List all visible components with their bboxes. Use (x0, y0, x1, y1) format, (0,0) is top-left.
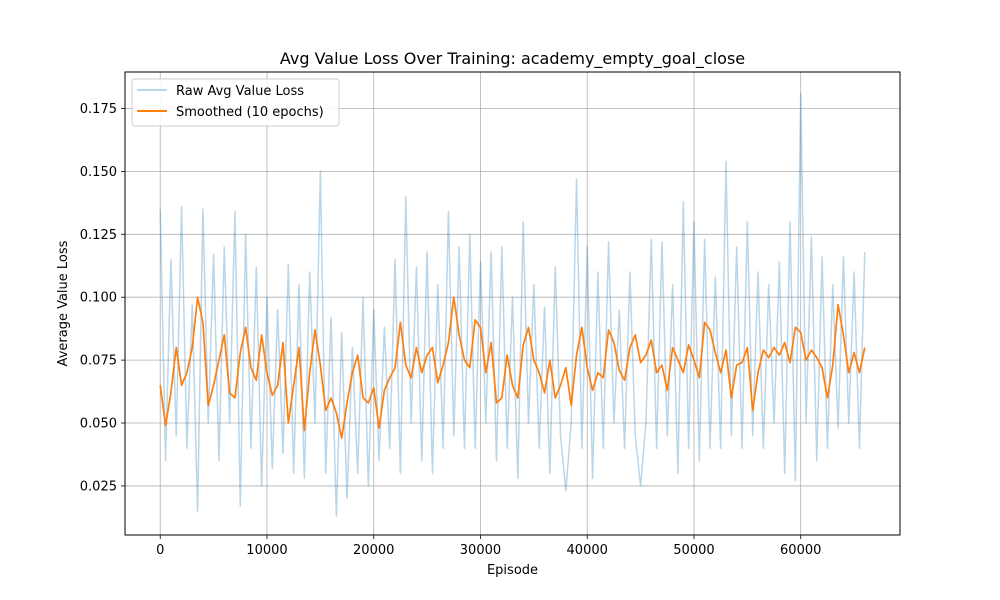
y-axis: 0.025 0.050 0.075 0.100 0.125 0.150 0.175 (80, 102, 125, 494)
legend-label-smoothed: Smoothed (10 epochs) (176, 105, 324, 120)
legend-label-raw: Raw Avg Value Loss (176, 84, 304, 99)
smoothed-series-line (159, 296, 866, 439)
x-tick-label: 40000 (567, 543, 608, 558)
legend: Raw Avg Value Loss Smoothed (10 epochs) (131, 78, 340, 127)
y-tick-label: 0.150 (80, 165, 117, 180)
x-tick-label: 0 (156, 543, 164, 558)
y-tick-label: 0.175 (80, 102, 117, 117)
x-tick-label: 50000 (673, 543, 714, 558)
y-tick-label: 0.050 (80, 417, 117, 432)
legend-box (131, 78, 340, 127)
y-tick-label: 0.100 (80, 291, 117, 306)
x-axis-label: Episode (487, 563, 538, 578)
series-layer (159, 92, 866, 517)
y-tick-label: 0.125 (80, 228, 117, 243)
x-tick-label: 20000 (353, 543, 394, 558)
grid (125, 72, 900, 535)
x-tick-label: 10000 (246, 543, 287, 558)
x-axis: 0 10000 20000 30000 40000 50000 60000 (156, 535, 821, 558)
y-tick-label: 0.025 (80, 479, 117, 494)
plot-frame (124, 71, 901, 536)
raw-series-line (159, 92, 866, 517)
x-tick-label: 60000 (780, 543, 821, 558)
chart-title: Avg Value Loss Over Training: academy_em… (280, 49, 745, 69)
y-tick-label: 0.075 (80, 354, 117, 369)
y-axis-label: Average Value Loss (56, 240, 71, 366)
x-tick-label: 30000 (460, 543, 501, 558)
